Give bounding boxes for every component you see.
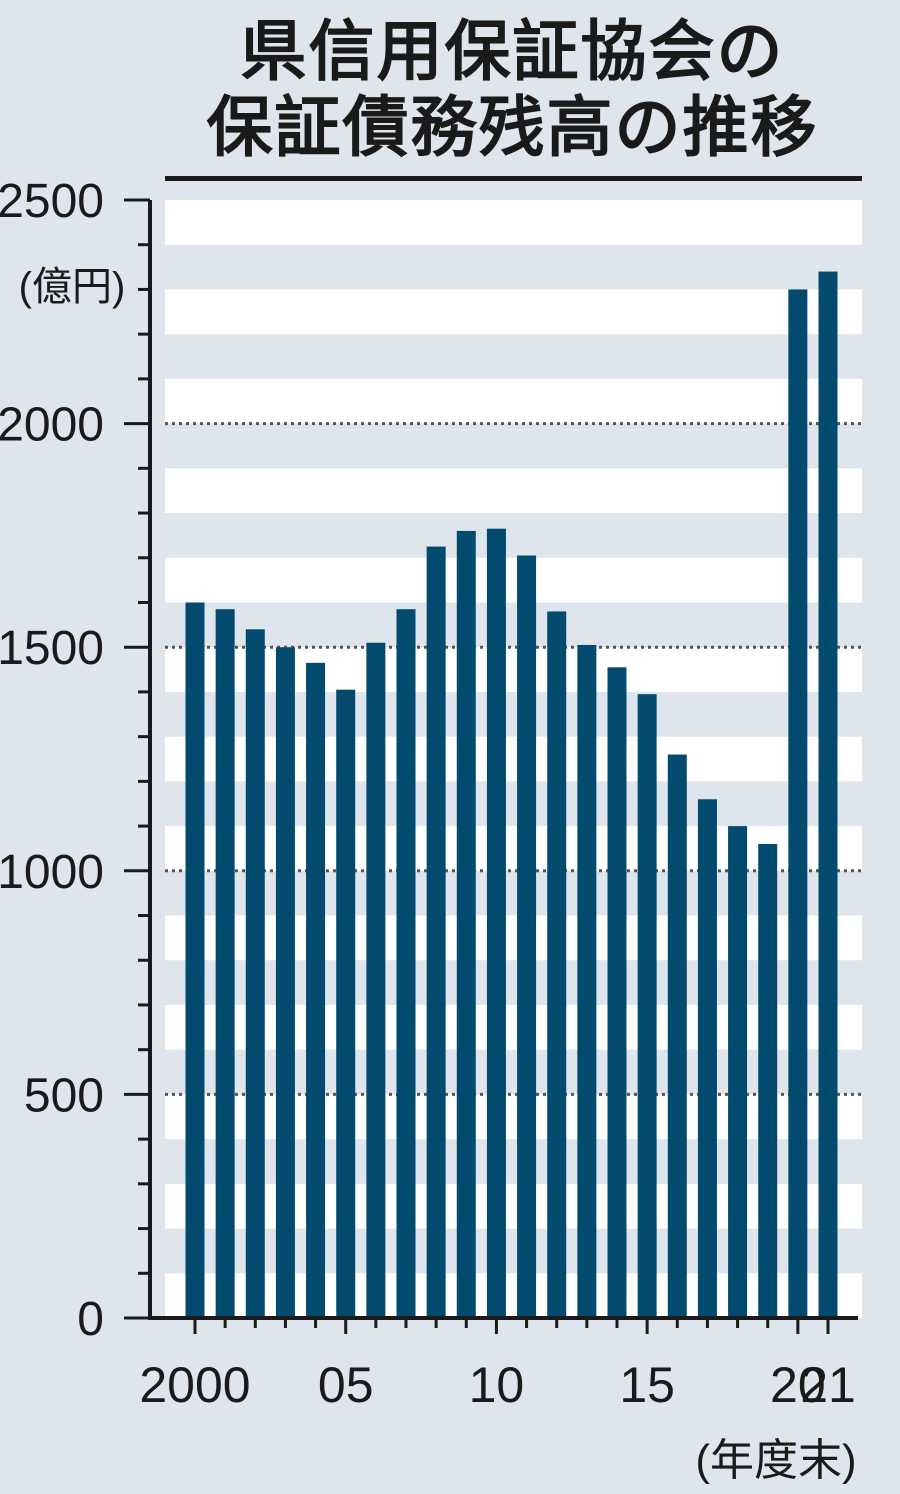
background-band	[165, 1094, 862, 1140]
background-band	[165, 1004, 862, 1050]
y-tick-label: 0	[77, 1293, 104, 1346]
bar	[758, 843, 778, 1318]
bar	[667, 754, 687, 1318]
bar	[728, 826, 748, 1318]
bar	[215, 609, 235, 1318]
x-tick-label: 20	[770, 1357, 826, 1413]
bar	[426, 546, 446, 1318]
bar	[788, 289, 808, 1319]
x-tick-label: 21	[800, 1357, 856, 1413]
background-band	[165, 468, 862, 514]
background-band	[165, 826, 862, 871]
x-axis-unit-label: (年度末)	[695, 1436, 856, 1485]
bar	[577, 644, 597, 1318]
background-band	[165, 1183, 862, 1229]
bar	[245, 629, 265, 1318]
bar	[517, 555, 537, 1318]
background-band	[165, 647, 862, 692]
bar	[396, 609, 416, 1318]
title-line-2: 保証債務残高の推移	[206, 89, 819, 166]
title-line-1: 県信用保証協会の	[240, 13, 785, 90]
bar	[185, 602, 205, 1318]
bar	[607, 667, 627, 1318]
bar	[306, 662, 326, 1318]
y-tick-label: 2500	[0, 175, 104, 228]
x-tick-label: 10	[469, 1357, 525, 1413]
background-band	[165, 736, 862, 782]
chart-title: 県信用保証協会の 保証債務残高の推移	[160, 14, 865, 166]
bar	[818, 271, 838, 1318]
background-band	[165, 200, 862, 245]
bar	[275, 647, 295, 1318]
background-band	[165, 289, 862, 335]
y-tick-label: 500	[24, 1069, 104, 1122]
bar	[547, 611, 567, 1318]
y-axis-unit-label: (億円)	[19, 265, 126, 309]
background-band	[165, 378, 862, 424]
y-tick-label: 2000	[0, 399, 104, 452]
bar	[336, 689, 356, 1318]
bars	[185, 271, 838, 1319]
background-band	[165, 1273, 862, 1318]
background-band	[165, 557, 862, 603]
title-underline	[165, 176, 862, 181]
axes	[148, 200, 858, 1320]
x-tick-label: 05	[318, 1357, 374, 1413]
bar	[366, 642, 386, 1318]
y-tick-label: 1500	[0, 622, 104, 675]
x-tick-label: 15	[619, 1357, 675, 1413]
y-tick-label: 1000	[0, 846, 104, 899]
background-bands	[165, 200, 862, 1318]
bar	[637, 694, 657, 1318]
background-band	[165, 915, 862, 961]
bar	[697, 799, 717, 1318]
bar	[486, 528, 506, 1318]
bar	[456, 530, 476, 1318]
y-ticks: 0 500 1000 1500 2000 2500	[0, 175, 150, 1346]
x-tick-label: 2000	[139, 1357, 250, 1413]
